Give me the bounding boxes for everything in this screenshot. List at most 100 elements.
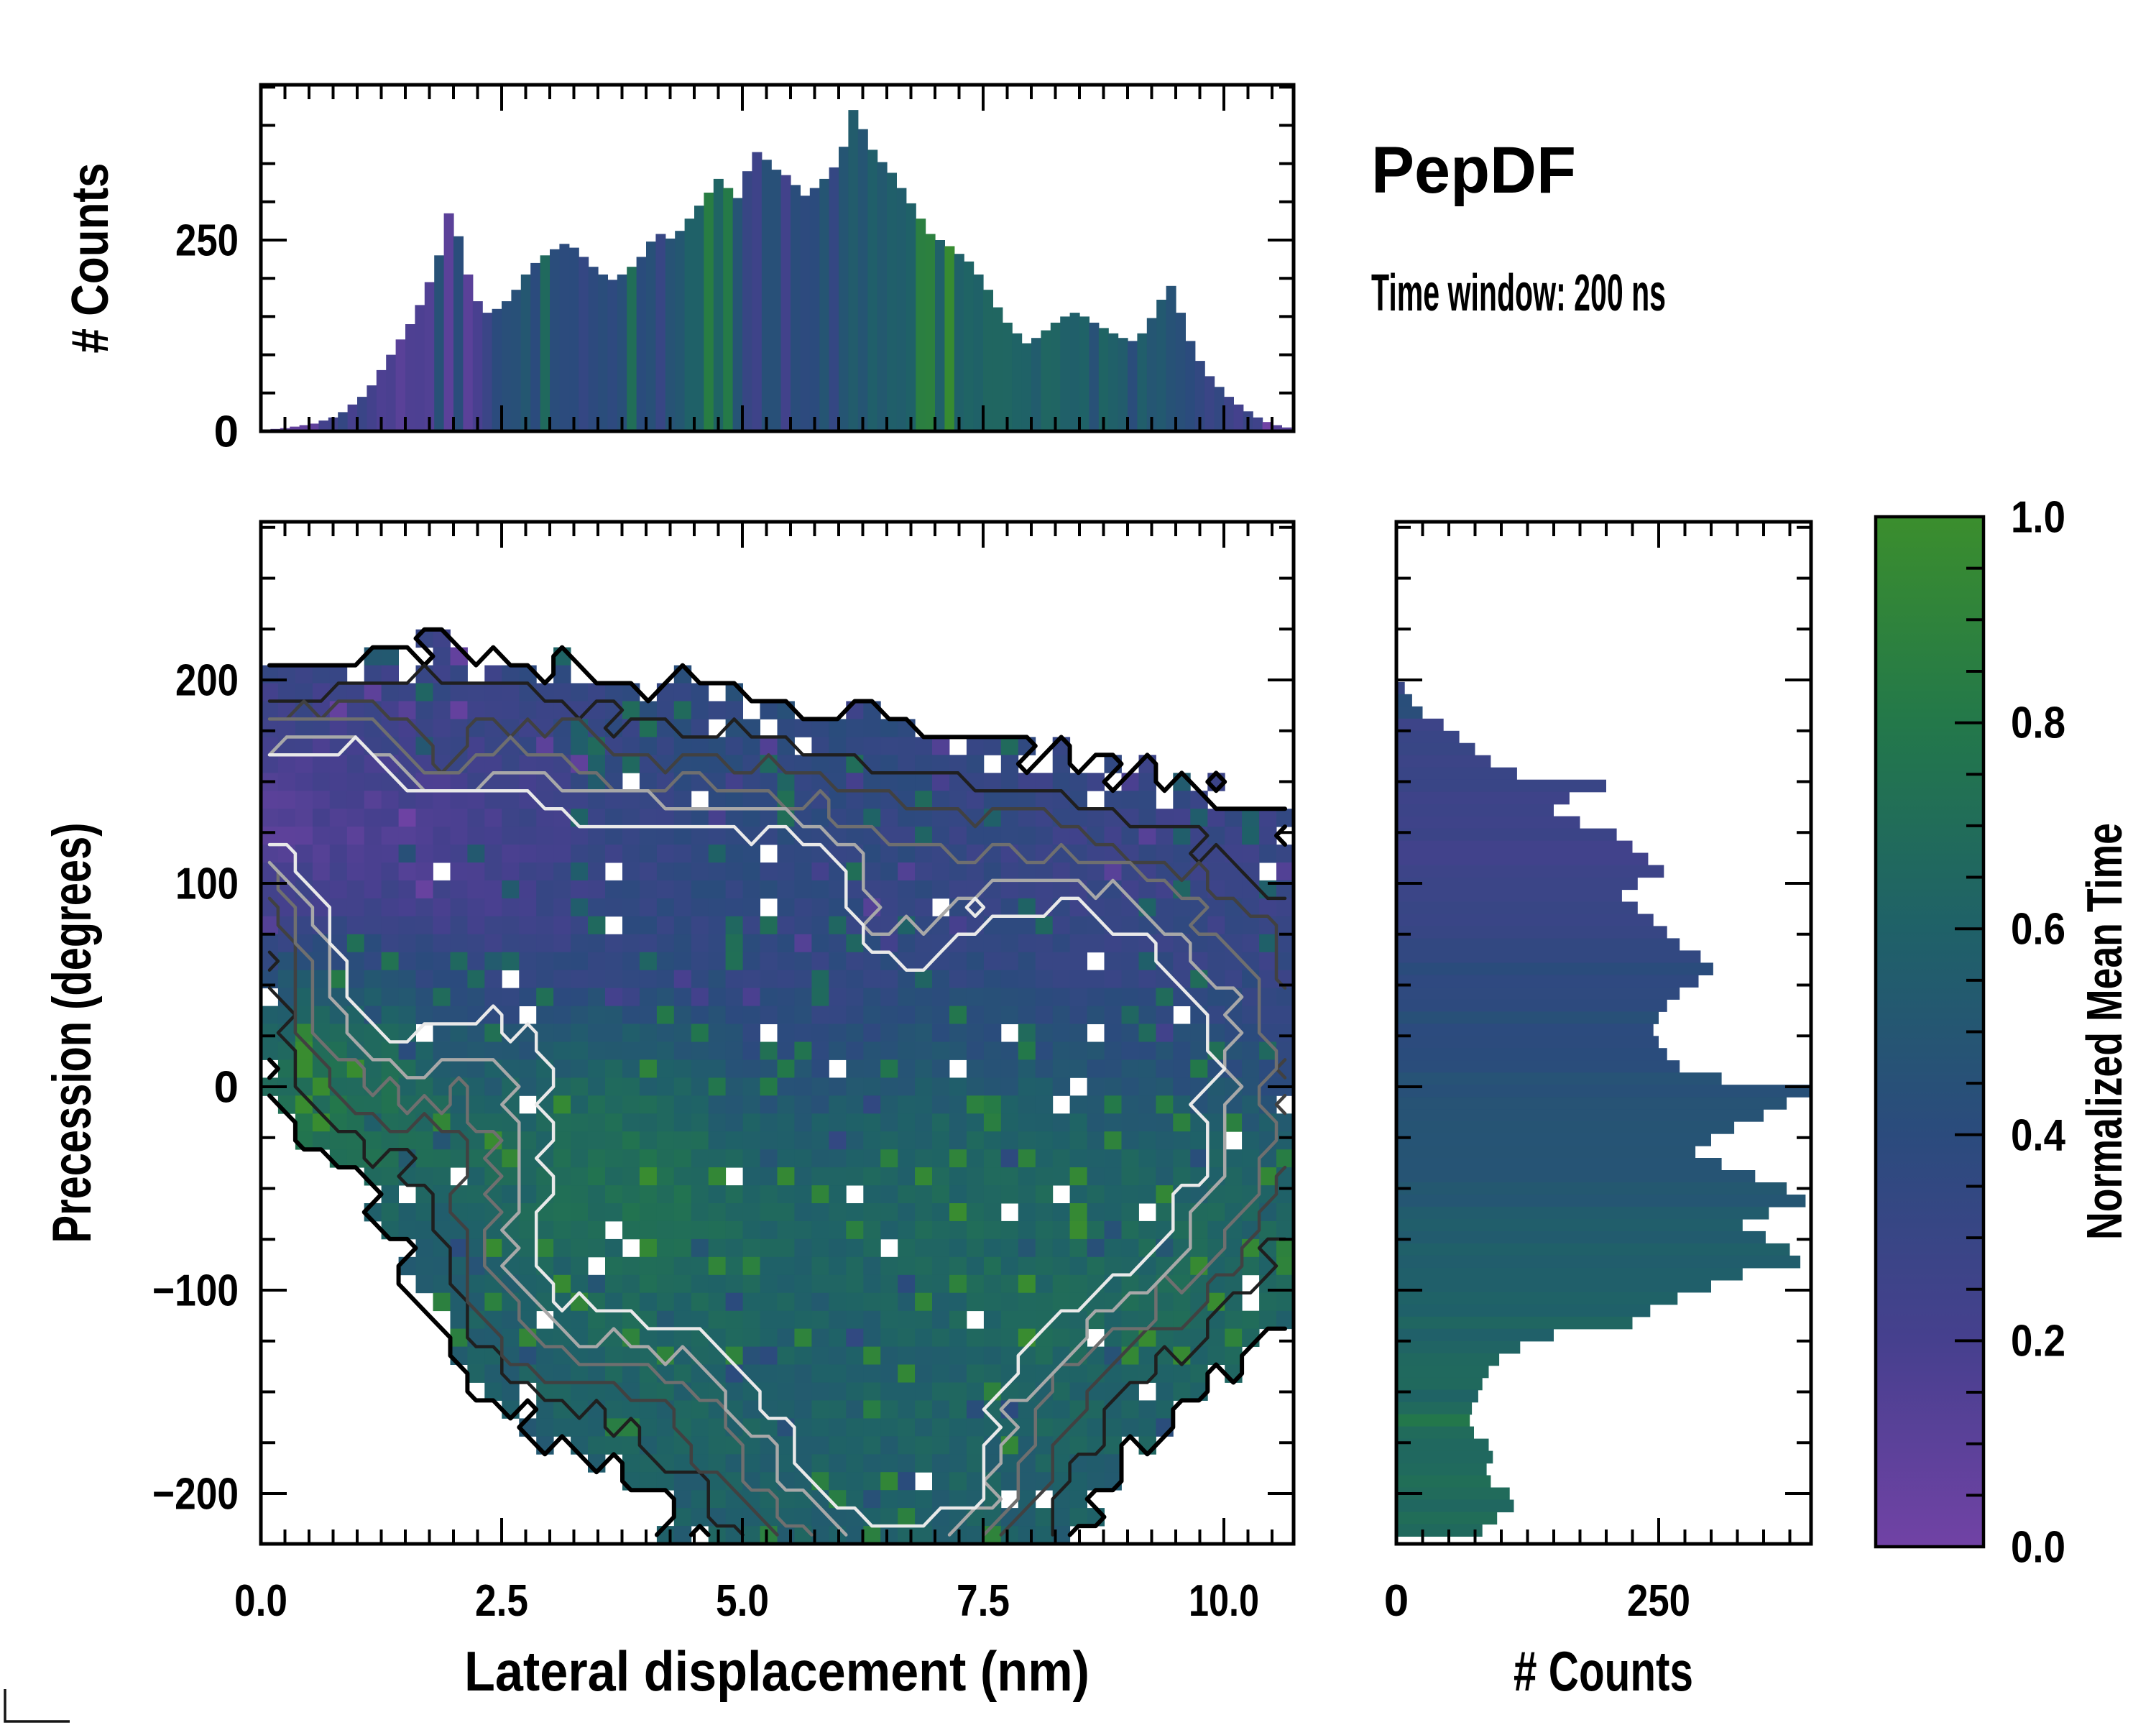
heatmap-cell — [1052, 1077, 1071, 1096]
heatmap-cell — [329, 1113, 348, 1132]
heatmap-cell — [433, 1238, 451, 1258]
heatmap-cell — [1156, 809, 1174, 827]
top-histogram-bar — [983, 290, 993, 431]
heatmap-cell — [949, 1077, 967, 1096]
heatmap-cell — [1207, 1256, 1225, 1276]
heatmap-cell — [725, 1418, 743, 1437]
heatmap-cell — [708, 1131, 727, 1150]
heatmap-cell — [346, 719, 365, 737]
heatmap-cell — [725, 1526, 743, 1544]
heatmap-cell — [1069, 791, 1087, 809]
heatmap-cell — [1156, 988, 1174, 1006]
heatmap-cell — [794, 1508, 812, 1527]
heatmap-cell — [1018, 1113, 1036, 1132]
heatmap-cell — [1190, 1328, 1208, 1347]
main-ytick-m100: −100 — [152, 1266, 239, 1316]
heatmap-cell — [1207, 809, 1225, 827]
text-labels-layer: PepDF Time window: 200 ns # Counts 250 0… — [4, 134, 2132, 1723]
heatmap-cell — [708, 934, 727, 953]
heatmap-cell — [725, 1185, 743, 1204]
heatmap-cell — [863, 737, 881, 755]
heatmap-cell — [1138, 1400, 1156, 1419]
heatmap-cell — [381, 1059, 399, 1078]
right-hist-xtick-250: 250 — [1627, 1576, 1690, 1626]
heatmap-cell — [1173, 898, 1191, 917]
heatmap-cell — [312, 1041, 331, 1060]
heatmap-cell — [656, 1131, 675, 1150]
heatmap-cell — [622, 1059, 640, 1078]
heatmap-cell — [1000, 1472, 1019, 1491]
heatmap-cell — [467, 1077, 485, 1096]
top-histogram-bar — [367, 385, 377, 431]
heatmap-cell — [725, 1203, 743, 1222]
heatmap-cell — [811, 1167, 829, 1186]
heatmap-cell — [1069, 1113, 1087, 1132]
heatmap-cell — [932, 1310, 950, 1330]
heatmap-cell — [536, 1238, 554, 1258]
heatmap-cell — [656, 1292, 675, 1312]
heatmap-cell — [553, 1167, 571, 1186]
heatmap-cell — [794, 880, 812, 899]
heatmap-cell — [1156, 1113, 1174, 1132]
heatmap-cell — [794, 1328, 812, 1347]
heatmap-cell — [691, 880, 709, 899]
heatmap-cell — [571, 1256, 589, 1276]
heatmap-cell — [949, 1185, 967, 1204]
heatmap-cell — [1138, 1185, 1156, 1204]
heatmap-cell — [433, 1113, 451, 1132]
heatmap-cell — [639, 862, 658, 881]
heatmap-cell — [1018, 1274, 1036, 1294]
heatmap-cell — [932, 1256, 950, 1276]
heatmap-cell — [571, 1382, 589, 1401]
heatmap-cell — [1069, 1131, 1087, 1150]
heatmap-cell — [329, 862, 348, 881]
heatmap-cell — [1156, 970, 1174, 989]
heatmap-cell — [880, 1185, 898, 1204]
heatmap-cell — [1173, 1041, 1191, 1060]
right-histogram-bar — [1396, 938, 1680, 951]
heatmap-cell — [571, 1167, 589, 1186]
generated-chart-layer — [259, 83, 1986, 1549]
heatmap-cell — [691, 1203, 709, 1222]
heatmap-cell — [1138, 1149, 1156, 1168]
heatmap-cell — [553, 988, 571, 1006]
heatmap-cell — [277, 845, 296, 863]
heatmap-cell — [794, 755, 812, 773]
heatmap-cell — [622, 898, 640, 917]
heatmap-cell — [484, 1185, 502, 1204]
heatmap-cell — [329, 880, 348, 899]
right-histogram-bar — [1396, 767, 1517, 781]
heatmap-cell — [915, 1346, 933, 1365]
heatmap-cell — [656, 1400, 675, 1419]
heatmap-cell — [949, 1292, 967, 1312]
heatmap-cell — [1156, 1292, 1174, 1312]
heatmap-cell — [742, 1113, 760, 1132]
heatmap-cell — [949, 755, 967, 773]
heatmap-cell — [519, 1059, 537, 1078]
heatmap-cell — [880, 1006, 898, 1024]
heatmap-cell — [364, 845, 382, 863]
heatmap-cell — [622, 1292, 640, 1312]
heatmap-cell — [1087, 1454, 1105, 1473]
heatmap-cell — [725, 845, 743, 863]
heatmap-cell — [880, 970, 898, 989]
heatmap-cell — [725, 791, 743, 809]
heatmap-cell — [364, 737, 382, 755]
heatmap-cell — [742, 737, 760, 755]
heatmap-cell — [381, 809, 399, 827]
heatmap-cell — [639, 1113, 658, 1132]
heatmap-cell — [898, 773, 916, 791]
heatmap-cell — [1242, 1077, 1260, 1096]
heatmap-cell — [915, 755, 933, 773]
heatmap-cell — [1121, 1113, 1139, 1132]
heatmap-cell — [1069, 1418, 1087, 1437]
heatmap-cell — [742, 952, 760, 971]
top-histogram-bar — [299, 425, 310, 431]
heatmap-cell — [760, 1149, 778, 1168]
heatmap-cell — [1156, 1238, 1174, 1258]
heatmap-cell — [381, 988, 399, 1006]
heatmap-cell — [656, 1203, 675, 1222]
heatmap-cell — [1104, 1292, 1122, 1312]
heatmap-cell — [656, 1364, 675, 1383]
heatmap-cell — [1069, 1454, 1087, 1473]
